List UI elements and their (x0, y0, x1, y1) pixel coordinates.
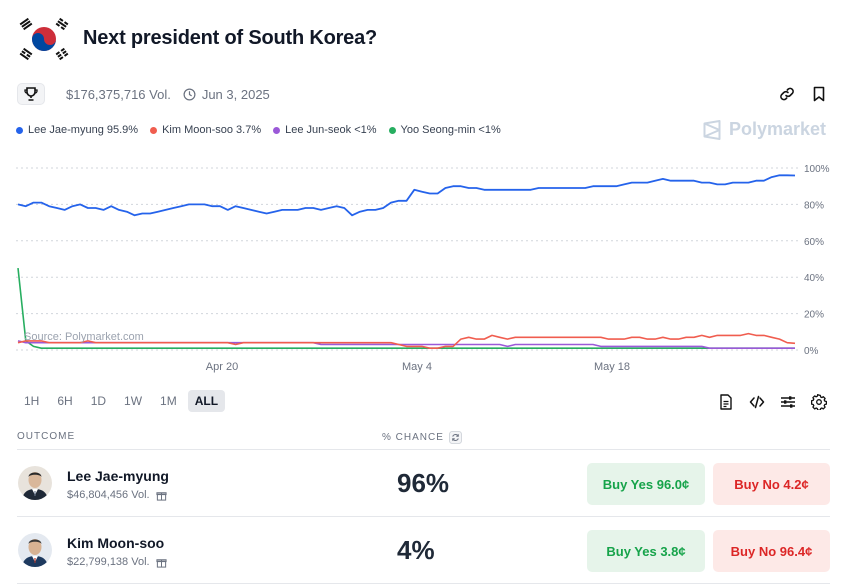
outcomes-header: OUTCOME % CHANCE (17, 426, 830, 450)
series-line-yoo-seong-min (17, 268, 795, 349)
timeframe-selector: 1H 6H 1D 1W 1M ALL (17, 390, 226, 412)
y-tick-label: 0% (804, 346, 819, 357)
gift-icon[interactable] (155, 557, 167, 568)
y-tick-label: 100% (804, 164, 830, 175)
outcome-volume: $22,799,138 Vol. (67, 556, 167, 568)
market-actions (778, 85, 828, 103)
legend-item-kim-moon-soo[interactable]: Kim Moon-soo 3.7% (150, 124, 261, 136)
x-tick-label: Apr 20 (206, 361, 238, 373)
outcome-chance: 4% (397, 535, 435, 565)
series-line-lee-jae-myung (17, 174, 796, 217)
buy-no-button[interactable]: Buy No 4.2¢ (713, 463, 830, 505)
y-tick-label: 40% (804, 273, 824, 284)
timeframe-6h[interactable]: 6H (57, 394, 73, 408)
market-volume: $176,375,716 Vol. (66, 86, 171, 102)
buy-no-button[interactable]: Buy No 96.4¢ (713, 530, 830, 572)
avatar (18, 533, 52, 567)
chance-column-header: % CHANCE (382, 431, 462, 444)
timeframe-1d[interactable]: 1D (90, 394, 107, 408)
legend-dot (388, 126, 396, 134)
bookmark-icon[interactable] (810, 85, 828, 103)
link-icon[interactable] (778, 85, 796, 103)
polymarket-watermark: Polymarket (703, 119, 826, 140)
chart-source: Source: Polymarket.com (24, 331, 144, 343)
refresh-icon[interactable] (448, 431, 462, 444)
outcome-volume-text: $46,804,456 Vol. (67, 489, 150, 501)
avatar (18, 466, 52, 500)
code-icon[interactable] (748, 393, 766, 411)
series-line-kim-moon-soo (17, 332, 796, 349)
outcome-name: Lee Jae-myung (67, 468, 169, 484)
timeframe-1w[interactable]: 1W (124, 394, 143, 408)
legend-dot (150, 126, 158, 134)
gift-icon[interactable] (155, 490, 167, 501)
x-tick-label: May 4 (402, 361, 432, 373)
x-tick-label: May 18 (594, 361, 630, 373)
outcome-row-lee-jae-myung[interactable]: Lee Jae-myung $46,804,456 Vol. 96% Buy Y… (17, 451, 830, 517)
brand-name: Polymarket (728, 119, 826, 139)
legend-label: Lee Jae-myung 95.9% (28, 124, 139, 136)
outcome-row-kim-moon-soo[interactable]: Kim Moon-soo $22,799,138 Vol. 4% Buy Yes… (17, 518, 830, 584)
legend-label: Yoo Seong-min <1% (400, 124, 501, 136)
gear-icon[interactable] (810, 393, 828, 411)
timeframe-1h[interactable]: 1H (24, 394, 40, 408)
legend-item-lee-jun-seok[interactable]: Lee Jun-seok <1% (273, 124, 377, 136)
legend-dot (16, 126, 23, 134)
outcome-chance: 96% (397, 468, 450, 498)
outcome-volume-text: $22,799,138 Vol. (67, 556, 150, 568)
document-icon[interactable] (717, 393, 735, 411)
legend-item-yoo-seong-min[interactable]: Yoo Seong-min <1% (388, 124, 501, 136)
sliders-icon[interactable] (779, 393, 797, 411)
chance-column-label: % CHANCE (382, 432, 444, 443)
market-meta: $176,375,716 Vol. Jun 3, 2025 (17, 82, 270, 106)
polymarket-logo-icon (703, 119, 721, 140)
legend-label: Lee Jun-seok <1% (285, 124, 377, 136)
legend-dot (273, 126, 281, 134)
outcome-column-header: OUTCOME (17, 431, 76, 442)
chart-legend: Lee Jae-myung 95.9% Kim Moon-soo 3.7% Le… (16, 124, 501, 136)
buy-yes-button[interactable]: Buy Yes 3.8¢ (587, 530, 705, 572)
outcome-volume: $46,804,456 Vol. (67, 489, 167, 501)
y-tick-label: 20% (804, 310, 824, 321)
chart-tools (717, 393, 828, 411)
price-history-chart[interactable]: 100% 80% 60% 40% 20% 0% Apr 20 May 4 May 18 (0, 155, 850, 380)
timeframe-all[interactable]: ALL (187, 390, 226, 412)
buy-yes-button[interactable]: Buy Yes 96.0¢ (587, 463, 705, 505)
page-title: Next president of South Korea? (83, 27, 378, 49)
y-tick-label: 60% (804, 237, 824, 248)
legend-item-lee-jae-myung[interactable]: Lee Jae-myung 95.9% (16, 124, 138, 136)
trophy-icon[interactable] (17, 83, 45, 105)
end-date: Jun 3, 2025 (201, 86, 270, 102)
y-tick-label: 80% (804, 200, 824, 211)
legend-label: Kim Moon-soo 3.7% (162, 124, 262, 136)
clock-icon (183, 88, 196, 101)
outcome-name: Kim Moon-soo (67, 535, 165, 551)
south-korea-flag-icon (16, 14, 72, 64)
timeframe-1m[interactable]: 1M (160, 394, 177, 408)
